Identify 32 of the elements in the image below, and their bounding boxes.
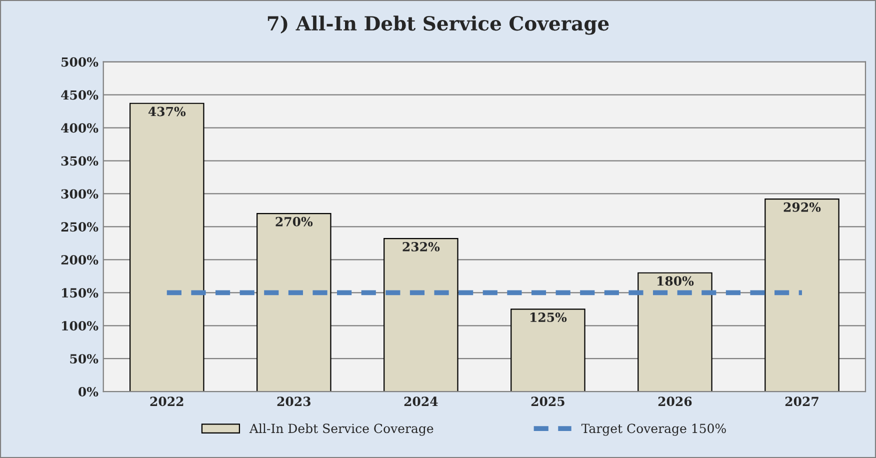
y-tick-label: 400% xyxy=(61,123,98,133)
y-tick-label: 50% xyxy=(70,354,98,364)
x-tick-label: 2026 xyxy=(658,396,692,406)
x-tick-label: 2022 xyxy=(150,396,184,406)
data-label: 125% xyxy=(530,312,567,322)
data-label: 180% xyxy=(658,276,694,286)
y-tick-label: 200% xyxy=(61,255,98,265)
legend-label: Target Coverage 150% xyxy=(581,424,726,436)
data-label: 270% xyxy=(276,216,313,226)
y-tick-label: 0% xyxy=(78,387,98,397)
y-tick-label: 350% xyxy=(61,156,98,166)
x-tick-label: 2027 xyxy=(785,396,818,406)
data-label: 292% xyxy=(784,202,821,212)
bar xyxy=(510,308,586,392)
y-tick-label: 500% xyxy=(62,57,98,67)
chart-title: 7) All-In Debt Service Coverage xyxy=(268,16,609,35)
bar xyxy=(384,238,458,392)
y-tick-label: 250% xyxy=(61,222,98,232)
bar xyxy=(129,102,204,392)
x-tick-label: 2024 xyxy=(404,396,438,406)
bar xyxy=(256,212,332,392)
bar xyxy=(764,198,840,392)
x-tick-label: 2023 xyxy=(277,396,310,406)
data-label: 437% xyxy=(148,106,186,116)
x-tick-label: 2025 xyxy=(531,396,564,406)
data-label: 232% xyxy=(402,242,440,252)
bar xyxy=(638,272,712,392)
y-tick-label: 450% xyxy=(61,90,98,100)
legend-label: All-In Debt Service Coverage xyxy=(249,423,434,436)
y-tick-label: 150% xyxy=(62,288,98,298)
y-tick-label: 300% xyxy=(61,189,98,199)
y-tick-label: 100% xyxy=(62,321,98,331)
